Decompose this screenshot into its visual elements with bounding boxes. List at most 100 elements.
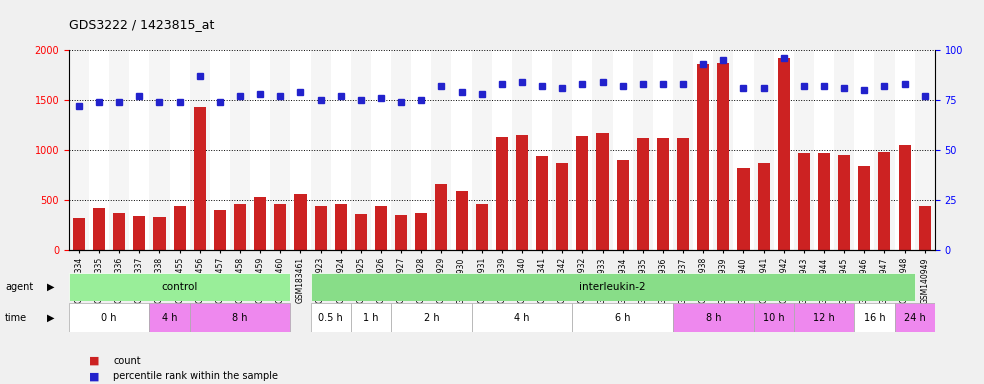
FancyBboxPatch shape bbox=[673, 303, 754, 332]
Text: 6 h: 6 h bbox=[615, 313, 631, 323]
Bar bbox=[214, 210, 226, 250]
Bar bbox=[879, 152, 891, 250]
Bar bbox=[391, 50, 411, 250]
Bar bbox=[536, 156, 548, 250]
Bar bbox=[798, 153, 810, 250]
Text: control: control bbox=[161, 282, 198, 292]
Bar bbox=[657, 138, 669, 250]
Text: ■: ■ bbox=[89, 371, 99, 381]
Bar bbox=[113, 213, 125, 250]
Text: 10 h: 10 h bbox=[763, 313, 784, 323]
FancyBboxPatch shape bbox=[311, 303, 351, 332]
Bar bbox=[271, 50, 290, 250]
Bar bbox=[254, 197, 267, 250]
Bar bbox=[294, 194, 306, 250]
Text: 0 h: 0 h bbox=[101, 313, 117, 323]
Bar bbox=[596, 133, 608, 250]
Text: agent: agent bbox=[5, 282, 33, 292]
Bar bbox=[673, 50, 693, 250]
Bar bbox=[471, 50, 492, 250]
Bar bbox=[717, 63, 729, 250]
Bar bbox=[154, 217, 165, 250]
FancyBboxPatch shape bbox=[69, 273, 290, 301]
Bar bbox=[512, 50, 532, 250]
Text: 12 h: 12 h bbox=[813, 313, 834, 323]
Bar bbox=[73, 218, 85, 250]
Bar bbox=[516, 135, 528, 250]
Bar bbox=[396, 215, 407, 250]
Bar bbox=[898, 145, 910, 250]
Text: 2 h: 2 h bbox=[423, 313, 439, 323]
Bar bbox=[431, 50, 452, 250]
Bar bbox=[230, 50, 250, 250]
Bar bbox=[173, 206, 186, 250]
FancyBboxPatch shape bbox=[150, 303, 190, 332]
FancyBboxPatch shape bbox=[351, 303, 391, 332]
Bar bbox=[858, 166, 871, 250]
FancyBboxPatch shape bbox=[69, 303, 150, 332]
Bar bbox=[758, 163, 769, 250]
Text: ■: ■ bbox=[89, 356, 99, 366]
Bar bbox=[834, 50, 854, 250]
Text: ▶: ▶ bbox=[46, 313, 54, 323]
Text: GDS3222 / 1423815_at: GDS3222 / 1423815_at bbox=[69, 18, 215, 31]
FancyBboxPatch shape bbox=[854, 303, 894, 332]
Text: 8 h: 8 h bbox=[232, 313, 248, 323]
Bar bbox=[617, 160, 629, 250]
Bar bbox=[794, 50, 814, 250]
Bar bbox=[713, 50, 733, 250]
Bar bbox=[415, 213, 427, 250]
Bar bbox=[838, 155, 850, 250]
Text: ▶: ▶ bbox=[46, 282, 54, 292]
FancyBboxPatch shape bbox=[894, 303, 935, 332]
Bar bbox=[475, 204, 488, 250]
Bar bbox=[311, 50, 331, 250]
Bar bbox=[133, 216, 146, 250]
Bar bbox=[93, 208, 105, 250]
Bar bbox=[637, 138, 648, 250]
Bar bbox=[919, 206, 931, 250]
Bar bbox=[777, 58, 790, 250]
Bar bbox=[435, 184, 448, 250]
Bar bbox=[592, 50, 613, 250]
Bar bbox=[194, 107, 206, 250]
Text: time: time bbox=[5, 313, 27, 323]
Bar bbox=[109, 50, 129, 250]
Text: percentile rank within the sample: percentile rank within the sample bbox=[113, 371, 278, 381]
Text: 0.5 h: 0.5 h bbox=[318, 313, 343, 323]
Bar bbox=[737, 168, 750, 250]
FancyBboxPatch shape bbox=[573, 303, 673, 332]
FancyBboxPatch shape bbox=[754, 303, 794, 332]
Bar bbox=[698, 64, 709, 250]
Bar bbox=[875, 50, 894, 250]
Bar bbox=[315, 206, 327, 250]
FancyBboxPatch shape bbox=[391, 303, 471, 332]
Bar bbox=[754, 50, 773, 250]
Bar bbox=[150, 50, 169, 250]
Bar bbox=[496, 137, 508, 250]
Text: interleukin-2: interleukin-2 bbox=[580, 282, 646, 292]
Bar bbox=[456, 191, 467, 250]
Bar bbox=[275, 204, 286, 250]
Bar bbox=[351, 50, 371, 250]
FancyBboxPatch shape bbox=[471, 303, 573, 332]
Bar bbox=[375, 206, 387, 250]
Bar bbox=[234, 204, 246, 250]
Bar bbox=[577, 136, 588, 250]
Text: 1 h: 1 h bbox=[363, 313, 379, 323]
Bar bbox=[552, 50, 573, 250]
Bar bbox=[355, 214, 367, 250]
Text: 4 h: 4 h bbox=[161, 313, 177, 323]
Text: 16 h: 16 h bbox=[864, 313, 886, 323]
Text: 24 h: 24 h bbox=[903, 313, 926, 323]
FancyBboxPatch shape bbox=[190, 303, 290, 332]
Bar bbox=[335, 204, 346, 250]
Bar bbox=[677, 138, 689, 250]
Bar bbox=[915, 50, 935, 250]
Text: 4 h: 4 h bbox=[515, 313, 529, 323]
FancyBboxPatch shape bbox=[794, 303, 854, 332]
Bar bbox=[190, 50, 210, 250]
Bar bbox=[818, 153, 830, 250]
Bar bbox=[556, 163, 569, 250]
Bar bbox=[633, 50, 652, 250]
